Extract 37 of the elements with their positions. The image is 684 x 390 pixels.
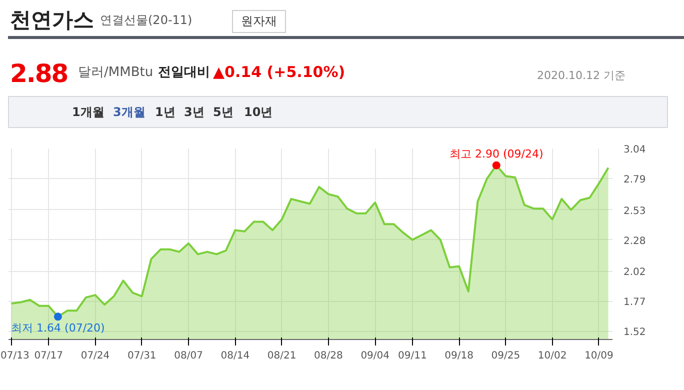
text: 2020.10.12 기준	[537, 68, 626, 84]
y-tick-label: 2.79	[624, 174, 646, 186]
annotation: 최저 1.64 (07/20)	[11, 322, 105, 335]
text: 10년	[244, 104, 273, 121]
text: 3개월	[113, 104, 146, 121]
x-tick-label: 08/07	[174, 350, 203, 362]
x-tick-label: 07/31	[127, 350, 156, 362]
y-tick-label: 3.04	[624, 144, 646, 156]
y-tick-label: 1.52	[624, 327, 646, 338]
chart-subtitle: 연결선물(20-11)	[100, 12, 192, 29]
text: 1년	[155, 104, 176, 121]
y-tick-label: 1.77	[624, 297, 646, 308]
x-tick-label: 08/21	[267, 350, 296, 362]
text: 2.88	[10, 58, 68, 90]
x-tick-label: 09/11	[398, 350, 427, 362]
annotation: 최고 2.90 (09/24)	[449, 147, 544, 160]
y-tick-label: 2.02	[624, 267, 646, 278]
x-tick-label: 09/25	[491, 350, 520, 362]
y-tick-label: 2.28	[624, 236, 646, 247]
text: ▲0.14 (+5.10%)	[213, 62, 346, 83]
text: 원자재	[232, 10, 286, 34]
x-tick-label: 07/13	[0, 350, 30, 362]
text: 5년	[213, 104, 234, 121]
x-tick-label: 10/02	[538, 350, 567, 362]
text: 1개월	[72, 104, 104, 121]
text: 달러/MMBtu	[78, 64, 154, 82]
text: 전일대비	[158, 64, 210, 82]
x-tick-label: 07/17	[34, 350, 64, 362]
chart-title: 천연가스	[10, 7, 94, 34]
x-tick-label: 09/18	[444, 350, 474, 362]
text: 3년	[184, 104, 204, 121]
x-tick-label: 09/04	[360, 350, 390, 362]
x-tick-label: 08/14	[220, 350, 250, 362]
y-tick-label: 2.53	[624, 206, 646, 217]
x-tick-label: 10/09	[584, 350, 614, 362]
x-tick-label: 08/28	[314, 350, 343, 362]
x-tick-label: 07/24	[80, 350, 110, 362]
